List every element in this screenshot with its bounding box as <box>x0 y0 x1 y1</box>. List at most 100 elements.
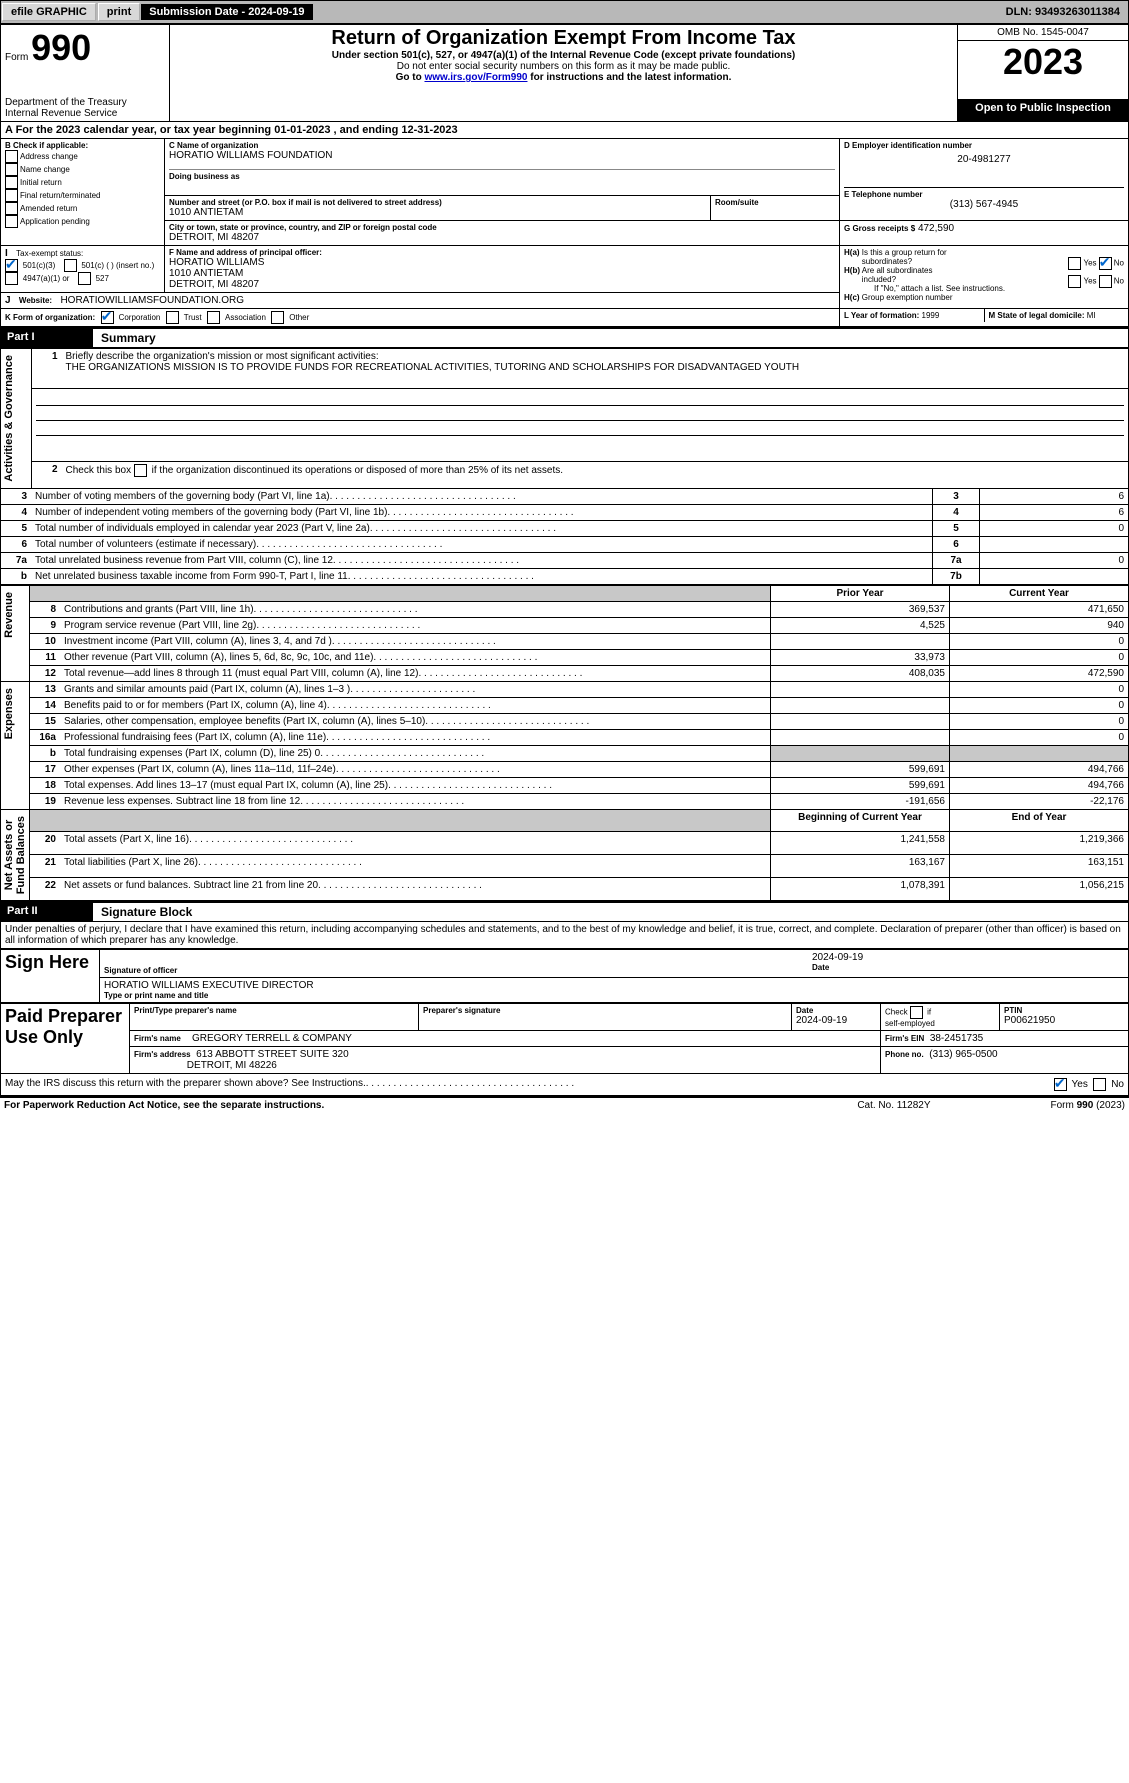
cb-501c[interactable] <box>64 259 77 272</box>
ha-yes[interactable] <box>1068 257 1081 270</box>
row-cy: 163,151 <box>950 855 1129 878</box>
cb-final-return-label: Final return/terminated <box>20 191 100 200</box>
pra-notice: For Paperwork Reduction Act Notice, see … <box>4 1100 324 1111</box>
form-footer: Form 990 (2023) <box>1051 1100 1125 1111</box>
cb-4947[interactable] <box>5 272 18 285</box>
cb-name-change[interactable]: Name change <box>5 163 160 176</box>
row-num: 21 <box>30 855 61 878</box>
l1-cell: Briefly describe the organization's miss… <box>62 349 1129 389</box>
row-cy: -22,176 <box>950 793 1129 809</box>
side-ag: Activities & Governance <box>1 349 32 489</box>
cb-address-change[interactable]: Address change <box>5 150 160 163</box>
part1-title: Summary <box>93 329 164 347</box>
firm-name-value: GREGORY TERRELL & COMPANY <box>192 1033 352 1044</box>
ptin-value: P00621950 <box>1004 1015 1124 1026</box>
firm-name-cell: Firm's name GREGORY TERRELL & COMPANY <box>130 1030 881 1046</box>
cb-final-return[interactable]: Final return/terminated <box>5 189 160 202</box>
cb-application-pending[interactable]: Application pending <box>5 215 160 228</box>
l1-num: 1 <box>31 349 62 389</box>
cb-amended-return[interactable]: Amended return <box>5 202 160 215</box>
ha-yes-label: Yes <box>1083 259 1096 268</box>
hdr-desc <box>60 585 771 601</box>
cb-527[interactable] <box>78 272 91 285</box>
row-box: 6 <box>933 536 980 552</box>
org-name-label: C Name of organization <box>169 141 835 150</box>
data-row: 18 Total expenses. Add lines 13–17 (must… <box>1 777 1129 793</box>
form-header: Form 990 Department of the Treasury Inte… <box>0 24 1129 122</box>
cb-trust[interactable] <box>166 311 179 324</box>
hdr-boy: Beginning of Current Year <box>771 809 950 832</box>
row-num: 22 <box>30 878 61 901</box>
discuss-no-label: No <box>1111 1079 1124 1090</box>
opt-assoc: Association <box>225 313 266 322</box>
ptin-label: PTIN <box>1004 1006 1124 1015</box>
goto-pre: Go to <box>396 72 425 83</box>
sign-here-table: Sign Here Signature of officer 2024-09-1… <box>0 949 1129 1003</box>
sig-name-label: Type or print name and title <box>104 991 1124 1000</box>
prep-date-value: 2024-09-19 <box>796 1015 876 1026</box>
j-label: J <box>5 295 11 306</box>
instructions-notice: Go to www.irs.gov/Form990 for instructio… <box>174 72 953 83</box>
ty-begin: 01-01-2023 <box>274 124 330 136</box>
row-desc: Net assets or fund balances. Subtract li… <box>60 878 771 901</box>
row-py <box>771 713 950 729</box>
ha-no-label: No <box>1114 259 1124 268</box>
discuss-no[interactable] <box>1093 1078 1106 1091</box>
prep-self-cell: Check ifself-employed <box>881 1003 1000 1030</box>
cb-other[interactable] <box>271 311 284 324</box>
row-num: b <box>1 568 32 584</box>
side-cell: Expenses <box>1 681 30 809</box>
row-py: -191,656 <box>771 793 950 809</box>
sig-date-cell: 2024-09-19 Date <box>808 949 1129 977</box>
row-num: 17 <box>30 761 61 777</box>
row-box: 5 <box>933 520 980 536</box>
firm-ein-value: 38-2451735 <box>930 1033 983 1044</box>
org-name: HORATIO WILLIAMS FOUNDATION <box>169 150 835 161</box>
cb-initial-return[interactable]: Initial return <box>5 176 160 189</box>
prep-date-label: Date <box>796 1006 876 1015</box>
data-row: 14 Benefits paid to or for members (Part… <box>1 697 1129 713</box>
cb-discontinued[interactable] <box>134 464 147 477</box>
form-subtitle: Under section 501(c), 527, or 4947(a)(1)… <box>174 50 953 61</box>
form-990-number: 990 <box>31 27 91 68</box>
row-py <box>771 745 950 761</box>
h-a: H(a) Is this a group return for subordin… <box>844 248 1124 266</box>
cb-name-change-label: Name change <box>20 165 70 174</box>
print-button[interactable]: print <box>98 3 140 21</box>
row-desc: Number of voting members of the governin… <box>31 488 933 504</box>
cb-501c3[interactable] <box>5 259 18 272</box>
entity-box: B Check if applicable: Address change Na… <box>0 138 1129 327</box>
ssn-notice: Do not enter social security numbers on … <box>174 61 953 72</box>
row-cy <box>950 745 1129 761</box>
officer-street: 1010 ANTIETAM <box>169 268 835 279</box>
hb-yes[interactable] <box>1068 275 1081 288</box>
hdr-colB: Current Year <box>950 585 1129 601</box>
part1-table: Activities & Governance 1 Briefly descri… <box>0 348 1129 585</box>
irs-link[interactable]: www.irs.gov/Form990 <box>424 72 527 83</box>
row-py: 599,691 <box>771 761 950 777</box>
ha-no[interactable] <box>1099 257 1112 270</box>
tax-year-line: A For the 2023 calendar year, or tax yea… <box>0 122 1129 138</box>
paid-label: Paid Preparer Use Only <box>1 1003 130 1073</box>
page: efile GRAPHIC print Submission Date - 20… <box>0 0 1129 1113</box>
section-hdr-row: Net Assets or Fund Balances Beginning of… <box>1 809 1129 832</box>
form-number-cell: Form 990 Department of the Treasury Inte… <box>1 25 170 122</box>
row-py: 163,167 <box>771 855 950 878</box>
cat-no: Cat. No. 11282Y <box>857 1100 930 1111</box>
cb-assoc[interactable] <box>207 311 220 324</box>
city-value: DETROIT, MI 48207 <box>169 232 835 243</box>
box-f: F Name and address of principal officer:… <box>165 246 840 293</box>
row-num: 8 <box>30 601 61 617</box>
hb-no[interactable] <box>1099 275 1112 288</box>
row-desc: Revenue less expenses. Subtract line 18 … <box>60 793 771 809</box>
sig-date-label: Date <box>812 963 1124 972</box>
data-row: 16a Professional fundraising fees (Part … <box>1 729 1129 745</box>
cb-corp[interactable] <box>101 311 114 324</box>
cb-self-employed[interactable] <box>910 1006 923 1019</box>
side-text: Revenue <box>1 586 17 644</box>
goto-post: for instructions and the latest informat… <box>527 72 731 83</box>
data-row: 21 Total liabilities (Part X, line 26). … <box>1 855 1129 878</box>
row-cy: 0 <box>950 697 1129 713</box>
efile-button[interactable]: efile GRAPHIC <box>2 3 96 21</box>
discuss-yes[interactable] <box>1054 1078 1067 1091</box>
